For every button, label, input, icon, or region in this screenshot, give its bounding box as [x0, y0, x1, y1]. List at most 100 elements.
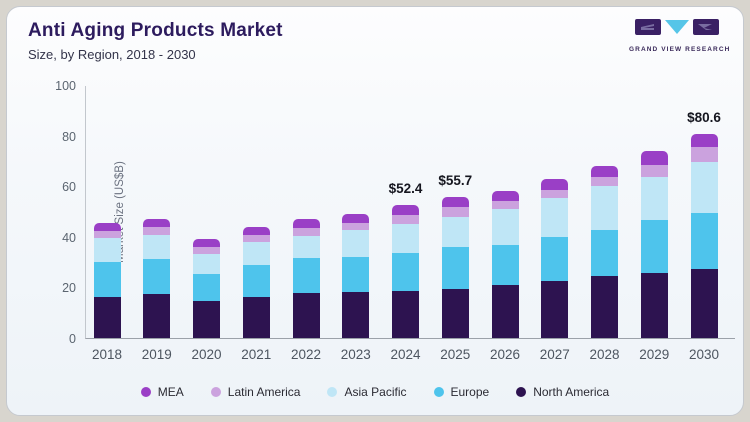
legend-swatch-icon — [516, 387, 527, 397]
legend: MEA Latin America Asia Pacific Europe North … — [7, 385, 743, 399]
bar-segment — [640, 165, 668, 177]
bar-segment — [640, 220, 668, 273]
bar-segment — [292, 236, 320, 258]
bar-segment — [640, 272, 668, 338]
bar-segment — [541, 178, 569, 190]
page-title: Anti Aging Products Market — [28, 20, 283, 41]
bar-segment — [541, 190, 569, 199]
bar-segment — [491, 190, 519, 201]
x-tick-label: 2018 — [91, 347, 123, 362]
bar-segment — [143, 258, 171, 295]
x-tick-label: 2022 — [290, 347, 322, 362]
bar-segment — [441, 288, 469, 338]
grand-view-research-logo: GRAND VIEW RESEARCH — [629, 17, 731, 53]
chart-header: Anti Aging Products Market Size, by Regi… — [28, 20, 283, 62]
bar-segment — [292, 257, 320, 294]
value-label: $55.7 — [438, 173, 473, 189]
legend-item: Latin America — [210, 385, 301, 399]
legend-item: Asia Pacific — [327, 385, 407, 399]
x-tick-label: 2027 — [539, 347, 570, 362]
bar-segment — [242, 235, 270, 242]
legend-item: MEA — [140, 385, 184, 399]
y-tick-label: 40 — [62, 230, 76, 245]
x-tick-label: 2021 — [241, 347, 272, 362]
bar-segment — [690, 268, 718, 338]
bar-segment — [491, 200, 519, 209]
bar-segment — [392, 253, 419, 292]
bar-segment — [591, 185, 618, 230]
bar-segment — [242, 296, 270, 338]
logo-text: GRAND VIEW RESEARCH — [629, 46, 731, 53]
bar-segment — [392, 205, 419, 216]
legend-swatch-icon — [327, 387, 338, 397]
bar-segment — [441, 246, 469, 289]
bar-segment — [491, 244, 519, 285]
bar-segment — [242, 241, 270, 266]
bar-segment — [591, 229, 618, 277]
value-label: $52.4 — [388, 181, 423, 197]
bar-segment — [193, 301, 220, 338]
bar-segment — [591, 276, 618, 338]
legend-swatch-icon — [140, 387, 151, 397]
x-tick-label: 2030 — [688, 347, 720, 362]
x-tick-label: 2020 — [191, 347, 222, 362]
legend-label: MEA — [157, 385, 184, 399]
x-tick-label: 2024 — [390, 347, 421, 362]
bar-segment — [193, 246, 220, 254]
page-subtitle: Size, by Region, 2018 - 2030 — [28, 47, 196, 62]
legend-swatch-icon — [210, 387, 221, 397]
bar-segment — [93, 261, 121, 297]
bar-segment — [591, 176, 618, 186]
bar-segment — [93, 238, 121, 262]
bar-segment — [491, 284, 519, 338]
bar-segment — [690, 161, 718, 213]
plot-area: Market Size (US$B) 0 20 40 60 80 100 2018 2019 2… — [55, 79, 735, 362]
y-tick-label: 80 — [62, 129, 76, 144]
bar-segment — [342, 229, 370, 257]
x-tick-label: 2025 — [440, 347, 471, 362]
gvr-logo-icon — [635, 19, 719, 35]
bar-segment — [143, 218, 171, 228]
y-tick-label: 60 — [62, 180, 76, 195]
x-tick-label: 2019 — [141, 347, 172, 362]
bar-segment — [242, 226, 270, 236]
legend-label: Europe — [450, 385, 490, 399]
bar-segment — [342, 292, 370, 338]
bar-segment — [392, 224, 419, 254]
legend-item: Europe — [433, 385, 490, 399]
bar-segment — [342, 222, 370, 230]
legend-label: North America — [533, 385, 610, 399]
bar-segment — [292, 228, 320, 237]
bar-segment — [93, 296, 121, 338]
legend-label: Asia Pacific — [344, 385, 407, 399]
bar-segment — [541, 236, 569, 282]
chart-card: Anti Aging Products Market Size, by Regi… — [6, 6, 744, 416]
bar-segment — [541, 198, 569, 237]
bar-segment — [441, 197, 469, 208]
legend-label: Latin America — [227, 385, 301, 399]
value-label: $80.6 — [687, 110, 721, 126]
y-tick-label: 100 — [55, 79, 76, 93]
bar-segment — [193, 238, 220, 247]
x-tick-label: 2028 — [589, 347, 620, 362]
x-tick-label: 2029 — [639, 347, 670, 362]
y-tick-label: 20 — [62, 281, 76, 296]
bar-segment — [640, 151, 668, 166]
legend-swatch-icon — [433, 387, 444, 397]
x-tick-label: 2026 — [489, 347, 521, 362]
bar-segment — [441, 216, 469, 247]
bar-segment — [193, 253, 220, 275]
bar-segment — [292, 219, 320, 229]
bar-segment — [143, 294, 171, 338]
bar-segment — [392, 215, 419, 225]
bar-segment — [690, 212, 718, 269]
bar-segment — [541, 281, 569, 338]
bar-segment — [292, 293, 320, 338]
bar-segment — [93, 222, 121, 232]
bar-segment — [491, 208, 519, 245]
bar-segment — [690, 134, 718, 147]
bar-segment — [143, 227, 171, 236]
bar-segment — [342, 213, 370, 223]
legend-item: North America — [516, 385, 609, 399]
bar-segment — [591, 165, 618, 177]
